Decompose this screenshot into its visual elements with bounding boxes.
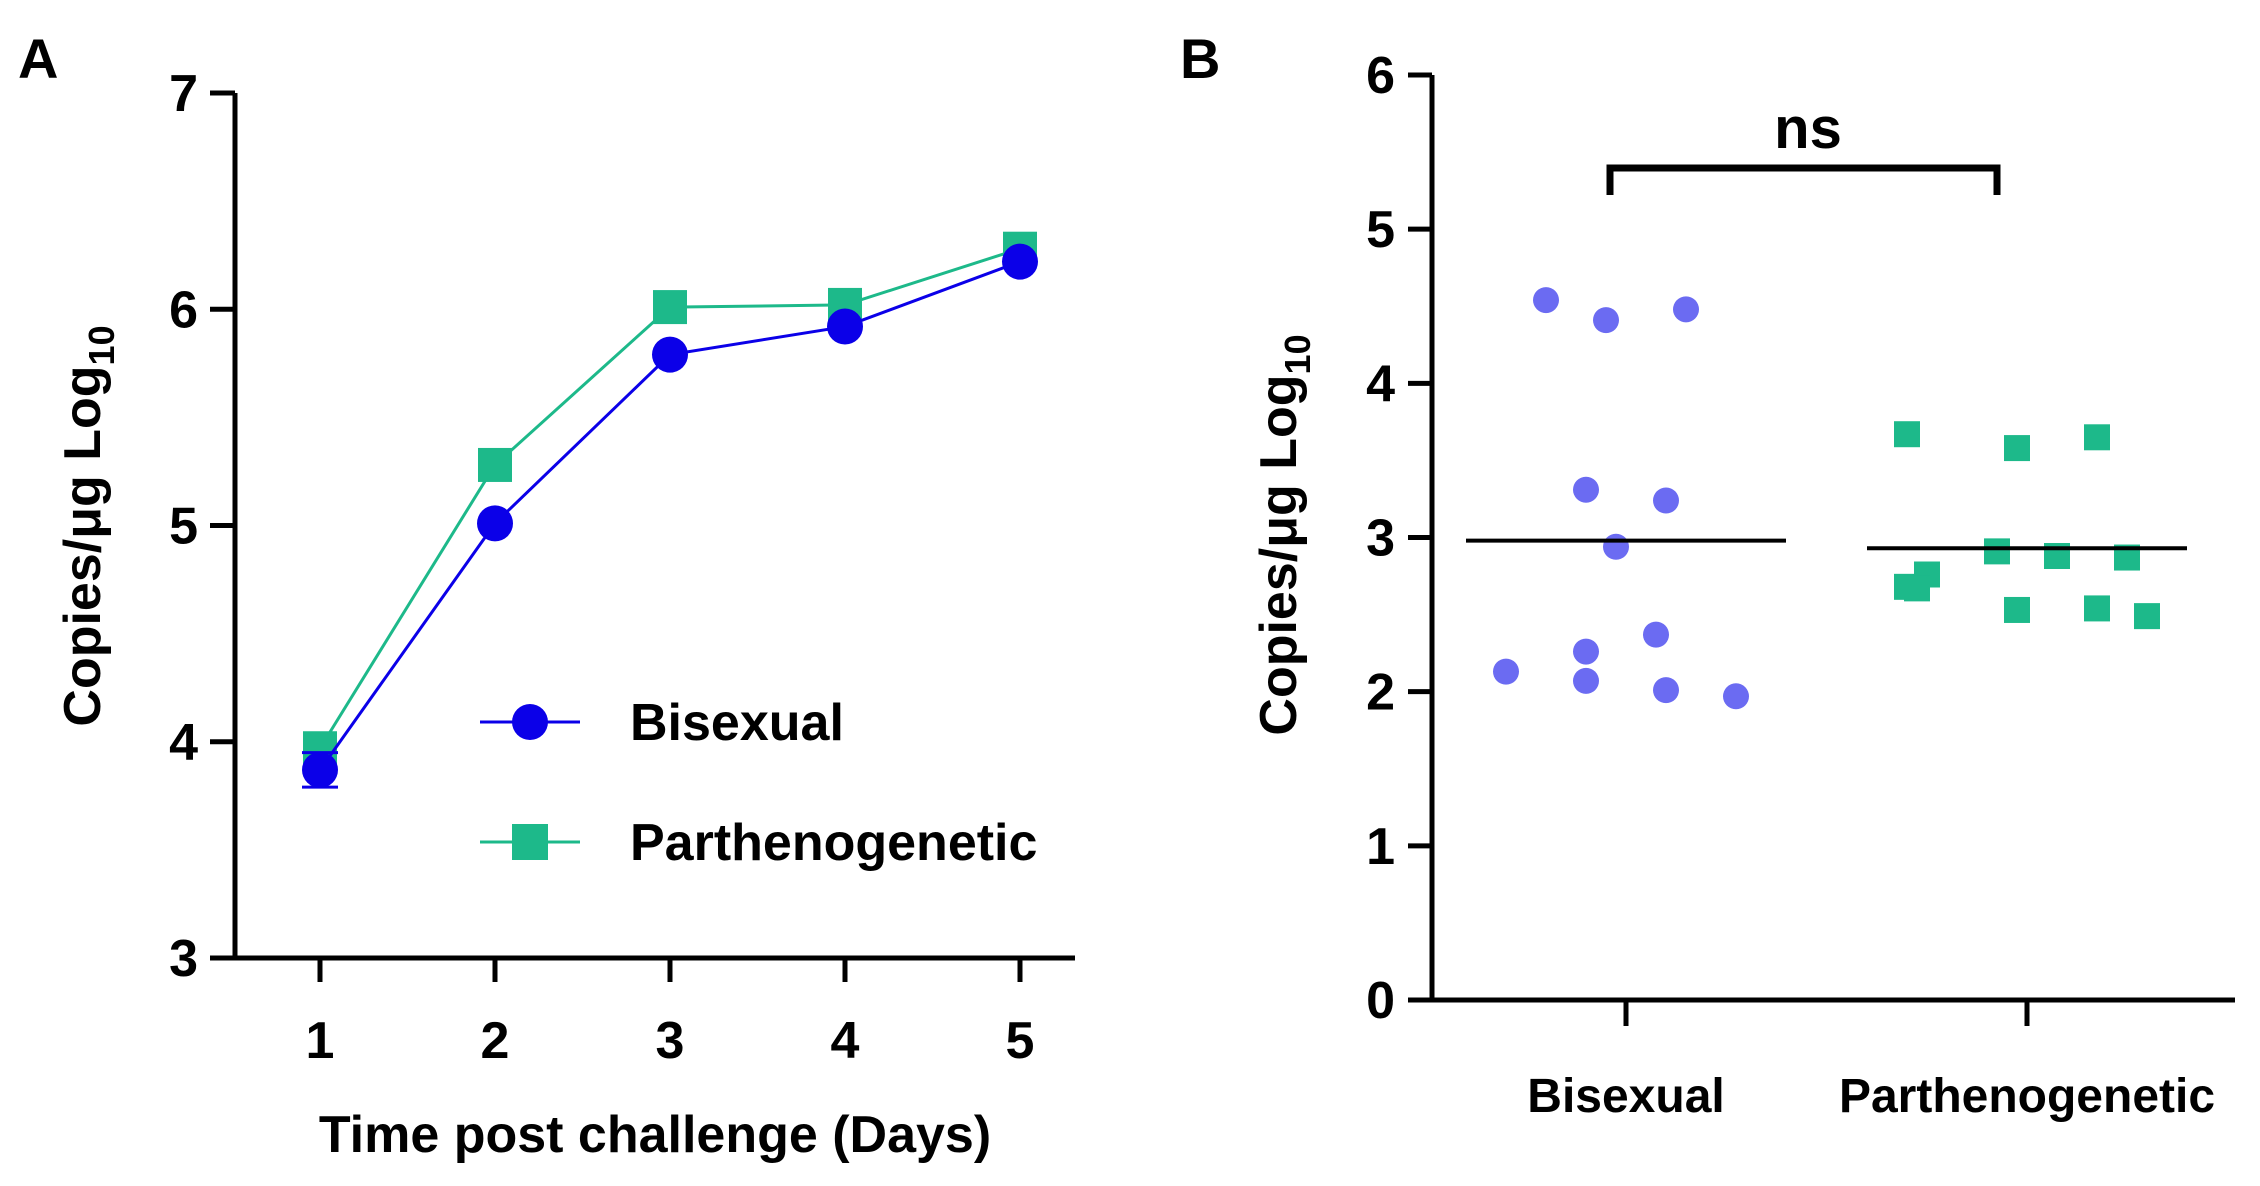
scatter-point-parthenogenetic (2004, 435, 2030, 462)
panel-b-y-tick-label: 0 (1366, 972, 1395, 1030)
panel-a-y-title-sub: 10 (81, 325, 122, 365)
significance-bracket: ns (1606, 96, 2001, 195)
panel-b-x-ticks: Bisexual Parthenogenetic (1527, 1000, 2215, 1123)
panel-b-y-tick-label: 2 (1366, 664, 1395, 722)
panel-a-x-tick-label: 5 (1006, 1012, 1035, 1070)
panel-a-y-tick-label: 7 (169, 65, 198, 123)
panel-a-y-ticks: 3 4 5 6 7 (169, 65, 235, 988)
significance-label: ns (1774, 96, 1842, 161)
scatter-point-bisexual (1493, 658, 1519, 685)
scatter-point-parthenogenetic (1894, 421, 1920, 448)
data-point-parthenogenetic (653, 290, 687, 325)
panel-a-y-tick-label: 3 (169, 930, 198, 988)
panel-a-y-tick-label: 5 (169, 498, 198, 556)
panel-a-x-tick-label: 3 (656, 1012, 685, 1070)
panel-a-x-axis-title: Time post challenge (Days) (319, 1106, 991, 1164)
panel-b-y-tick-label: 4 (1366, 355, 1395, 413)
scatter-point-parthenogenetic (2084, 595, 2110, 622)
panel-a: A 3 4 5 6 7 1 2 3 4 5 Copies/μg Log10 Time post … (18, 27, 1075, 1164)
data-point-bisexual (302, 751, 338, 788)
scatter-point-parthenogenetic (1904, 575, 1930, 602)
scatter-point-bisexual (1603, 533, 1629, 560)
scatter-point-parthenogenetic (2084, 424, 2110, 451)
panel-b-y-axis-title: Copies/μg Log10 (1250, 334, 1318, 735)
scatter-point-parthenogenetic (2134, 603, 2160, 630)
series-bisexual (302, 243, 1038, 789)
scatter-point-bisexual (1653, 677, 1679, 704)
group-parthenogenetic (1867, 421, 2187, 630)
data-point-bisexual (477, 505, 513, 542)
panel-b-category-label: Bisexual (1527, 1070, 1724, 1123)
panel-b-y-title-sub: 10 (1277, 334, 1318, 374)
scatter-point-bisexual (1593, 307, 1619, 334)
panel-a-y-tick-label: 4 (169, 714, 198, 772)
panel-b-y-tick-label: 6 (1366, 47, 1395, 105)
legend-parthenogenetic-label: Parthenogenetic (630, 814, 1037, 872)
panel-b-y-tick-label: 5 (1366, 201, 1395, 259)
scatter-point-parthenogenetic (2004, 596, 2030, 623)
scatter-point-bisexual (1723, 683, 1749, 710)
panel-b-label: B (1180, 27, 1220, 90)
significance-bracket-line (1606, 164, 2001, 195)
panel-a-series (302, 231, 1038, 789)
scatter-point-bisexual (1643, 621, 1669, 648)
panel-a-x-tick-label: 4 (831, 1012, 860, 1070)
panel-a-x-tick-label: 2 (481, 1012, 510, 1070)
panel-a-y-tick-label: 6 (169, 281, 198, 339)
panel-a-label: A (18, 27, 58, 90)
series-parthenogenetic (303, 231, 1037, 766)
scatter-point-bisexual (1573, 638, 1599, 665)
group-bisexual (1466, 287, 1786, 710)
panel-b: B 0 1 2 3 4 5 6 Bisexual Parthenogenetic Copies… (1180, 27, 2235, 1123)
panel-b-y-ticks: 0 1 2 3 4 5 6 (1366, 47, 1432, 1030)
scatter-point-bisexual (1673, 296, 1699, 323)
legend-bisexual-marker (512, 704, 548, 740)
panel-a-legend: Bisexual Parthenogenetic (480, 694, 1037, 872)
legend-parthenogenetic-marker (512, 824, 548, 860)
scatter-point-parthenogenetic (1984, 538, 2010, 565)
scatter-point-bisexual (1573, 667, 1599, 694)
panel-a-y-title-main: Copies/μg Log (54, 365, 112, 726)
scatter-point-bisexual (1533, 287, 1559, 314)
scatter-point-bisexual (1573, 476, 1599, 503)
panel-b-category-label: Parthenogenetic (1839, 1070, 2215, 1123)
data-point-bisexual (652, 336, 688, 373)
data-point-bisexual (827, 308, 863, 345)
panel-a-y-axis-title: Copies/μg Log10 (54, 325, 122, 726)
data-point-bisexual (1002, 243, 1038, 280)
panel-a-x-ticks: 1 2 3 4 5 (306, 958, 1035, 1070)
panel-b-y-title-main: Copies/μg Log (1250, 374, 1308, 735)
panel-b-y-tick-label: 1 (1366, 818, 1395, 876)
panel-a-x-tick-label: 1 (306, 1012, 335, 1070)
legend-bisexual-label: Bisexual (630, 694, 844, 752)
data-point-parthenogenetic (478, 447, 512, 482)
scatter-point-bisexual (1653, 487, 1679, 514)
panel-b-points (1466, 287, 2187, 710)
panel-b-y-tick-label: 3 (1366, 510, 1395, 568)
